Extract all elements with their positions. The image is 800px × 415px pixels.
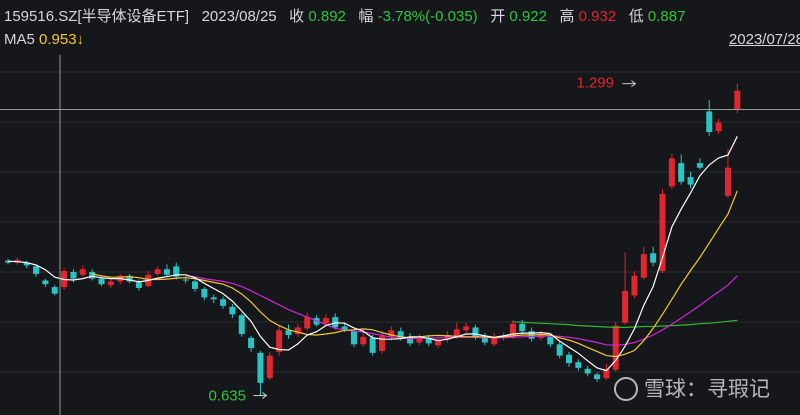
annotation-arrowhead bbox=[631, 80, 637, 88]
candle-body bbox=[154, 269, 161, 274]
ma60-line bbox=[512, 319, 738, 328]
candle-body bbox=[304, 317, 311, 329]
candle-body bbox=[360, 336, 367, 345]
candle-body bbox=[126, 275, 133, 282]
candle-body bbox=[491, 336, 498, 345]
high-value: 0.932 bbox=[578, 8, 617, 25]
candle-body bbox=[238, 315, 245, 335]
candle-body bbox=[341, 326, 348, 330]
candle-body bbox=[397, 331, 404, 338]
candle-body bbox=[650, 253, 657, 263]
candle-body bbox=[472, 327, 479, 337]
candle-body bbox=[70, 272, 77, 279]
candle-body bbox=[98, 278, 105, 285]
candle-body bbox=[575, 362, 582, 368]
candle-body bbox=[696, 163, 703, 168]
change-value: -3.78%(-0.035) bbox=[377, 8, 478, 25]
ma5-label: MA5 bbox=[4, 31, 35, 48]
candle-body bbox=[266, 355, 273, 379]
candle-body bbox=[276, 330, 283, 352]
quote-header: 159516.SZ[半导体设备ETF] 2023/08/25 收 0.892 幅… bbox=[4, 5, 685, 26]
close-value: 0.892 bbox=[308, 8, 346, 25]
candle-body bbox=[509, 323, 516, 337]
watermark-text: 雪球：寻瑕记 bbox=[644, 378, 770, 401]
candle-body bbox=[715, 122, 722, 132]
candle-body bbox=[369, 337, 376, 353]
low-price-label: 0.635 bbox=[208, 388, 246, 405]
candle-body bbox=[463, 326, 470, 331]
candle-body bbox=[79, 269, 86, 275]
candle-body bbox=[107, 281, 114, 286]
candle-body bbox=[182, 279, 189, 281]
candle-body bbox=[668, 158, 675, 187]
candle-body bbox=[603, 368, 610, 379]
cursor-date: 2023/07/28 bbox=[728, 31, 800, 48]
candle-body bbox=[584, 368, 591, 374]
candle-body bbox=[51, 287, 58, 294]
candle-body bbox=[163, 269, 170, 275]
candle-body bbox=[566, 354, 572, 364]
candle-body bbox=[622, 290, 629, 323]
low-value: 0.887 bbox=[647, 8, 686, 25]
low-label: 低 bbox=[628, 8, 644, 25]
snowball-logo-icon bbox=[614, 377, 638, 401]
candle-body bbox=[135, 282, 142, 288]
candle-body bbox=[89, 272, 96, 279]
candle-body bbox=[631, 275, 638, 296]
candle-body bbox=[556, 344, 563, 356]
candle-body bbox=[23, 262, 30, 266]
candle-body bbox=[173, 266, 180, 277]
candle-body bbox=[379, 335, 385, 351]
quote-date: 2023/08/25 bbox=[201, 8, 277, 25]
candle-body bbox=[687, 177, 694, 185]
high-label: 高 bbox=[559, 8, 575, 25]
open-label: 开 bbox=[490, 8, 506, 25]
candle-body bbox=[229, 306, 236, 315]
candle-body bbox=[425, 337, 432, 344]
candle-body bbox=[416, 337, 423, 343]
candle-body bbox=[285, 330, 292, 335]
candle-body bbox=[481, 335, 488, 343]
candle-body bbox=[678, 163, 685, 182]
close-label: 收 bbox=[289, 8, 305, 25]
ma5-line bbox=[7, 136, 738, 372]
candle-body bbox=[453, 329, 460, 337]
ma10-line bbox=[91, 190, 738, 358]
candle-body bbox=[33, 266, 40, 274]
candle-body bbox=[612, 325, 619, 370]
candle-body bbox=[248, 337, 255, 349]
candle-body bbox=[42, 280, 49, 285]
candle-body bbox=[350, 331, 357, 345]
candle-body bbox=[706, 111, 713, 133]
candle-body bbox=[388, 330, 395, 337]
candle-body bbox=[640, 254, 647, 278]
candle-body bbox=[659, 194, 666, 272]
candle-body bbox=[435, 340, 442, 346]
candle-body bbox=[192, 281, 198, 289]
candle-body bbox=[294, 327, 301, 335]
ma-indicator: MA5 0.953↓ bbox=[4, 31, 84, 48]
candle-body bbox=[519, 323, 526, 332]
high-price-label: 1.299 bbox=[576, 75, 614, 92]
candle-body bbox=[210, 297, 217, 300]
candle-body bbox=[201, 288, 208, 298]
candle-body bbox=[257, 352, 264, 383]
candle-body bbox=[220, 299, 227, 306]
watermark: 雪球：寻瑕记 bbox=[614, 373, 770, 403]
candle-body bbox=[734, 90, 741, 110]
candle-body bbox=[594, 374, 601, 380]
ma5-value: 0.953↓ bbox=[39, 31, 85, 48]
candle-body bbox=[322, 318, 329, 324]
annotation-arrowhead bbox=[262, 392, 268, 399]
security-code: 159516.SZ[半导体设备ETF] bbox=[4, 8, 190, 25]
candle-body bbox=[547, 336, 554, 345]
candle-body bbox=[724, 167, 731, 196]
open-value: 0.922 bbox=[509, 8, 547, 25]
candle-body bbox=[407, 336, 414, 344]
change-label: 幅 bbox=[358, 8, 374, 25]
